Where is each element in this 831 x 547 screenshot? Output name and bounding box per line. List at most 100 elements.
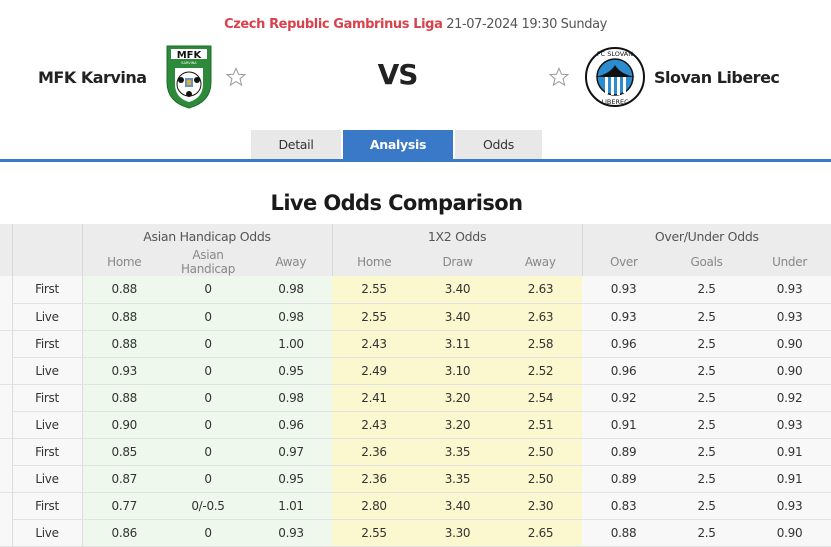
odds-1x2-away[interactable]: 2.58	[499, 330, 583, 358]
odds-ah-line[interactable]: 0/-0.5	[166, 492, 250, 520]
odds-ah-away[interactable]: 0.95	[250, 357, 333, 385]
odds-1x2-draw[interactable]: 3.35	[416, 465, 500, 493]
odds-ou-goals[interactable]: 2.5	[665, 411, 749, 439]
odds-ou-under[interactable]: 0.93	[748, 276, 831, 304]
odds-ah-home[interactable]: 0.88	[82, 330, 166, 358]
odds-1x2-away[interactable]: 2.65	[499, 519, 583, 547]
odds-1x2-away[interactable]: 2.30	[499, 492, 583, 520]
odds-ah-home[interactable]: 0.88	[82, 303, 166, 331]
odds-ah-line[interactable]: 0	[166, 411, 250, 439]
odds-ou-goals[interactable]: 2.5	[665, 330, 749, 358]
odds-ou-over[interactable]: 0.83	[582, 492, 666, 520]
odds-ah-home[interactable]: 0.88	[82, 384, 166, 412]
odds-1x2-home[interactable]: 2.43	[332, 330, 417, 358]
odds-1x2-home[interactable]: 2.36	[332, 465, 417, 493]
odds-ou-under[interactable]: 0.91	[748, 465, 831, 493]
odds-1x2-away[interactable]: 2.51	[499, 411, 583, 439]
odds-1x2-draw[interactable]: 3.40	[416, 303, 500, 331]
table-row: First 0.88 0 0.98 2.41 3.20 2.54 0.92 2.5 0.92	[0, 384, 831, 439]
odds-1x2-away[interactable]: 2.52	[499, 357, 583, 385]
odds-ah-line[interactable]: 0	[166, 384, 250, 412]
odds-ou-goals[interactable]: 2.5	[665, 438, 749, 466]
odds-ah-away[interactable]: 1.01	[250, 492, 333, 520]
odds-ah-line[interactable]: 0	[166, 465, 250, 493]
odds-1x2-draw[interactable]: 3.40	[416, 492, 500, 520]
odds-ah-home[interactable]: 0.93	[82, 357, 166, 385]
odds-ou-goals[interactable]: 2.5	[665, 276, 749, 304]
odds-1x2-away[interactable]: 2.50	[499, 438, 583, 466]
odds-1x2-away[interactable]: 2.54	[499, 384, 583, 412]
odds-ah-away[interactable]: 0.98	[250, 276, 333, 304]
odds-ah-away[interactable]: 0.93	[250, 519, 333, 547]
odds-ou-under[interactable]: 0.91	[748, 438, 831, 466]
odds-ah-home[interactable]: 0.87	[82, 465, 166, 493]
odds-ou-under[interactable]: 0.93	[748, 303, 831, 331]
odds-1x2-draw[interactable]: 3.20	[416, 384, 500, 412]
odds-ou-under[interactable]: 0.90	[748, 330, 831, 358]
odds-ou-under[interactable]: 0.93	[748, 492, 831, 520]
odds-1x2-home[interactable]: 2.80	[332, 492, 417, 520]
odds-1x2-draw[interactable]: 3.20	[416, 411, 500, 439]
odds-ou-goals[interactable]: 2.5	[665, 357, 749, 385]
odds-ah-line[interactable]: 0	[166, 330, 250, 358]
odds-1x2-away[interactable]: 2.50	[499, 465, 583, 493]
odds-1x2-draw[interactable]: 3.30	[416, 519, 500, 547]
odds-ou-over[interactable]: 0.93	[582, 303, 666, 331]
odds-ah-line[interactable]: 0	[166, 303, 250, 331]
odds-ou-under[interactable]: 0.90	[748, 357, 831, 385]
away-team-name[interactable]: Slovan Liberec	[654, 67, 780, 87]
home-favorite-star-icon[interactable]	[225, 66, 247, 88]
odds-ah-away[interactable]: 0.98	[250, 303, 333, 331]
odds-ou-over[interactable]: 0.91	[582, 411, 666, 439]
odds-1x2-home[interactable]: 2.49	[332, 357, 417, 385]
odds-1x2-draw[interactable]: 3.40	[416, 276, 500, 304]
away-favorite-star-icon[interactable]	[548, 66, 570, 88]
odds-ah-home[interactable]: 0.90	[82, 411, 166, 439]
odds-ou-under[interactable]: 0.93	[748, 411, 831, 439]
odds-ou-over[interactable]: 0.88	[582, 519, 666, 547]
odds-ah-home[interactable]: 0.77	[82, 492, 166, 520]
odds-1x2-draw[interactable]: 3.10	[416, 357, 500, 385]
odds-ah-away[interactable]: 0.97	[250, 438, 333, 466]
odds-1x2-away[interactable]: 2.63	[499, 276, 583, 304]
odds-ou-goals[interactable]: 2.5	[665, 519, 749, 547]
odds-1x2-home[interactable]: 2.41	[332, 384, 417, 412]
odds-ou-over[interactable]: 0.96	[582, 357, 666, 385]
odds-ou-under[interactable]: 0.92	[748, 384, 831, 412]
odds-ah-line[interactable]: 0	[166, 276, 250, 304]
tab-analysis[interactable]: Analysis	[343, 130, 453, 160]
odds-ou-over[interactable]: 0.96	[582, 330, 666, 358]
odds-1x2-home[interactable]: 2.55	[332, 519, 417, 547]
tab-odds[interactable]: Odds	[455, 130, 542, 160]
odds-ah-away[interactable]: 0.98	[250, 384, 333, 412]
odds-ou-over[interactable]: 0.89	[582, 438, 666, 466]
odds-1x2-draw[interactable]: 3.35	[416, 438, 500, 466]
odds-ah-home[interactable]: 0.88	[82, 276, 166, 304]
tab-underline	[0, 159, 831, 162]
odds-1x2-draw[interactable]: 3.11	[416, 330, 500, 358]
league-name[interactable]: Czech Republic Gambrinus Liga	[224, 17, 443, 32]
odds-ah-line[interactable]: 0	[166, 438, 250, 466]
odds-ou-goals[interactable]: 2.5	[665, 492, 749, 520]
odds-ah-line[interactable]: 0	[166, 357, 250, 385]
odds-ou-goals[interactable]: 2.5	[665, 303, 749, 331]
odds-ah-line[interactable]: 0	[166, 519, 250, 547]
odds-ou-over[interactable]: 0.92	[582, 384, 666, 412]
odds-ah-away[interactable]: 0.95	[250, 465, 333, 493]
odds-ou-goals[interactable]: 2.5	[665, 465, 749, 493]
odds-1x2-home[interactable]: 2.36	[332, 438, 417, 466]
odds-1x2-away[interactable]: 2.63	[499, 303, 583, 331]
odds-1x2-home[interactable]: 2.55	[332, 276, 417, 304]
odds-1x2-home[interactable]: 2.55	[332, 303, 417, 331]
odds-1x2-home[interactable]: 2.43	[332, 411, 417, 439]
odds-ah-away[interactable]: 1.00	[250, 330, 333, 358]
odds-ou-under[interactable]: 0.90	[748, 519, 831, 547]
odds-ou-goals[interactable]: 2.5	[665, 384, 749, 412]
odds-ou-over[interactable]: 0.89	[582, 465, 666, 493]
odds-ou-over[interactable]: 0.93	[582, 276, 666, 304]
tab-detail[interactable]: Detail	[251, 130, 341, 160]
odds-ah-home[interactable]: 0.86	[82, 519, 166, 547]
odds-ah-home[interactable]: 0.85	[82, 438, 166, 466]
home-team-name[interactable]: MFK Karvina	[38, 67, 147, 87]
odds-ah-away[interactable]: 0.96	[250, 411, 333, 439]
